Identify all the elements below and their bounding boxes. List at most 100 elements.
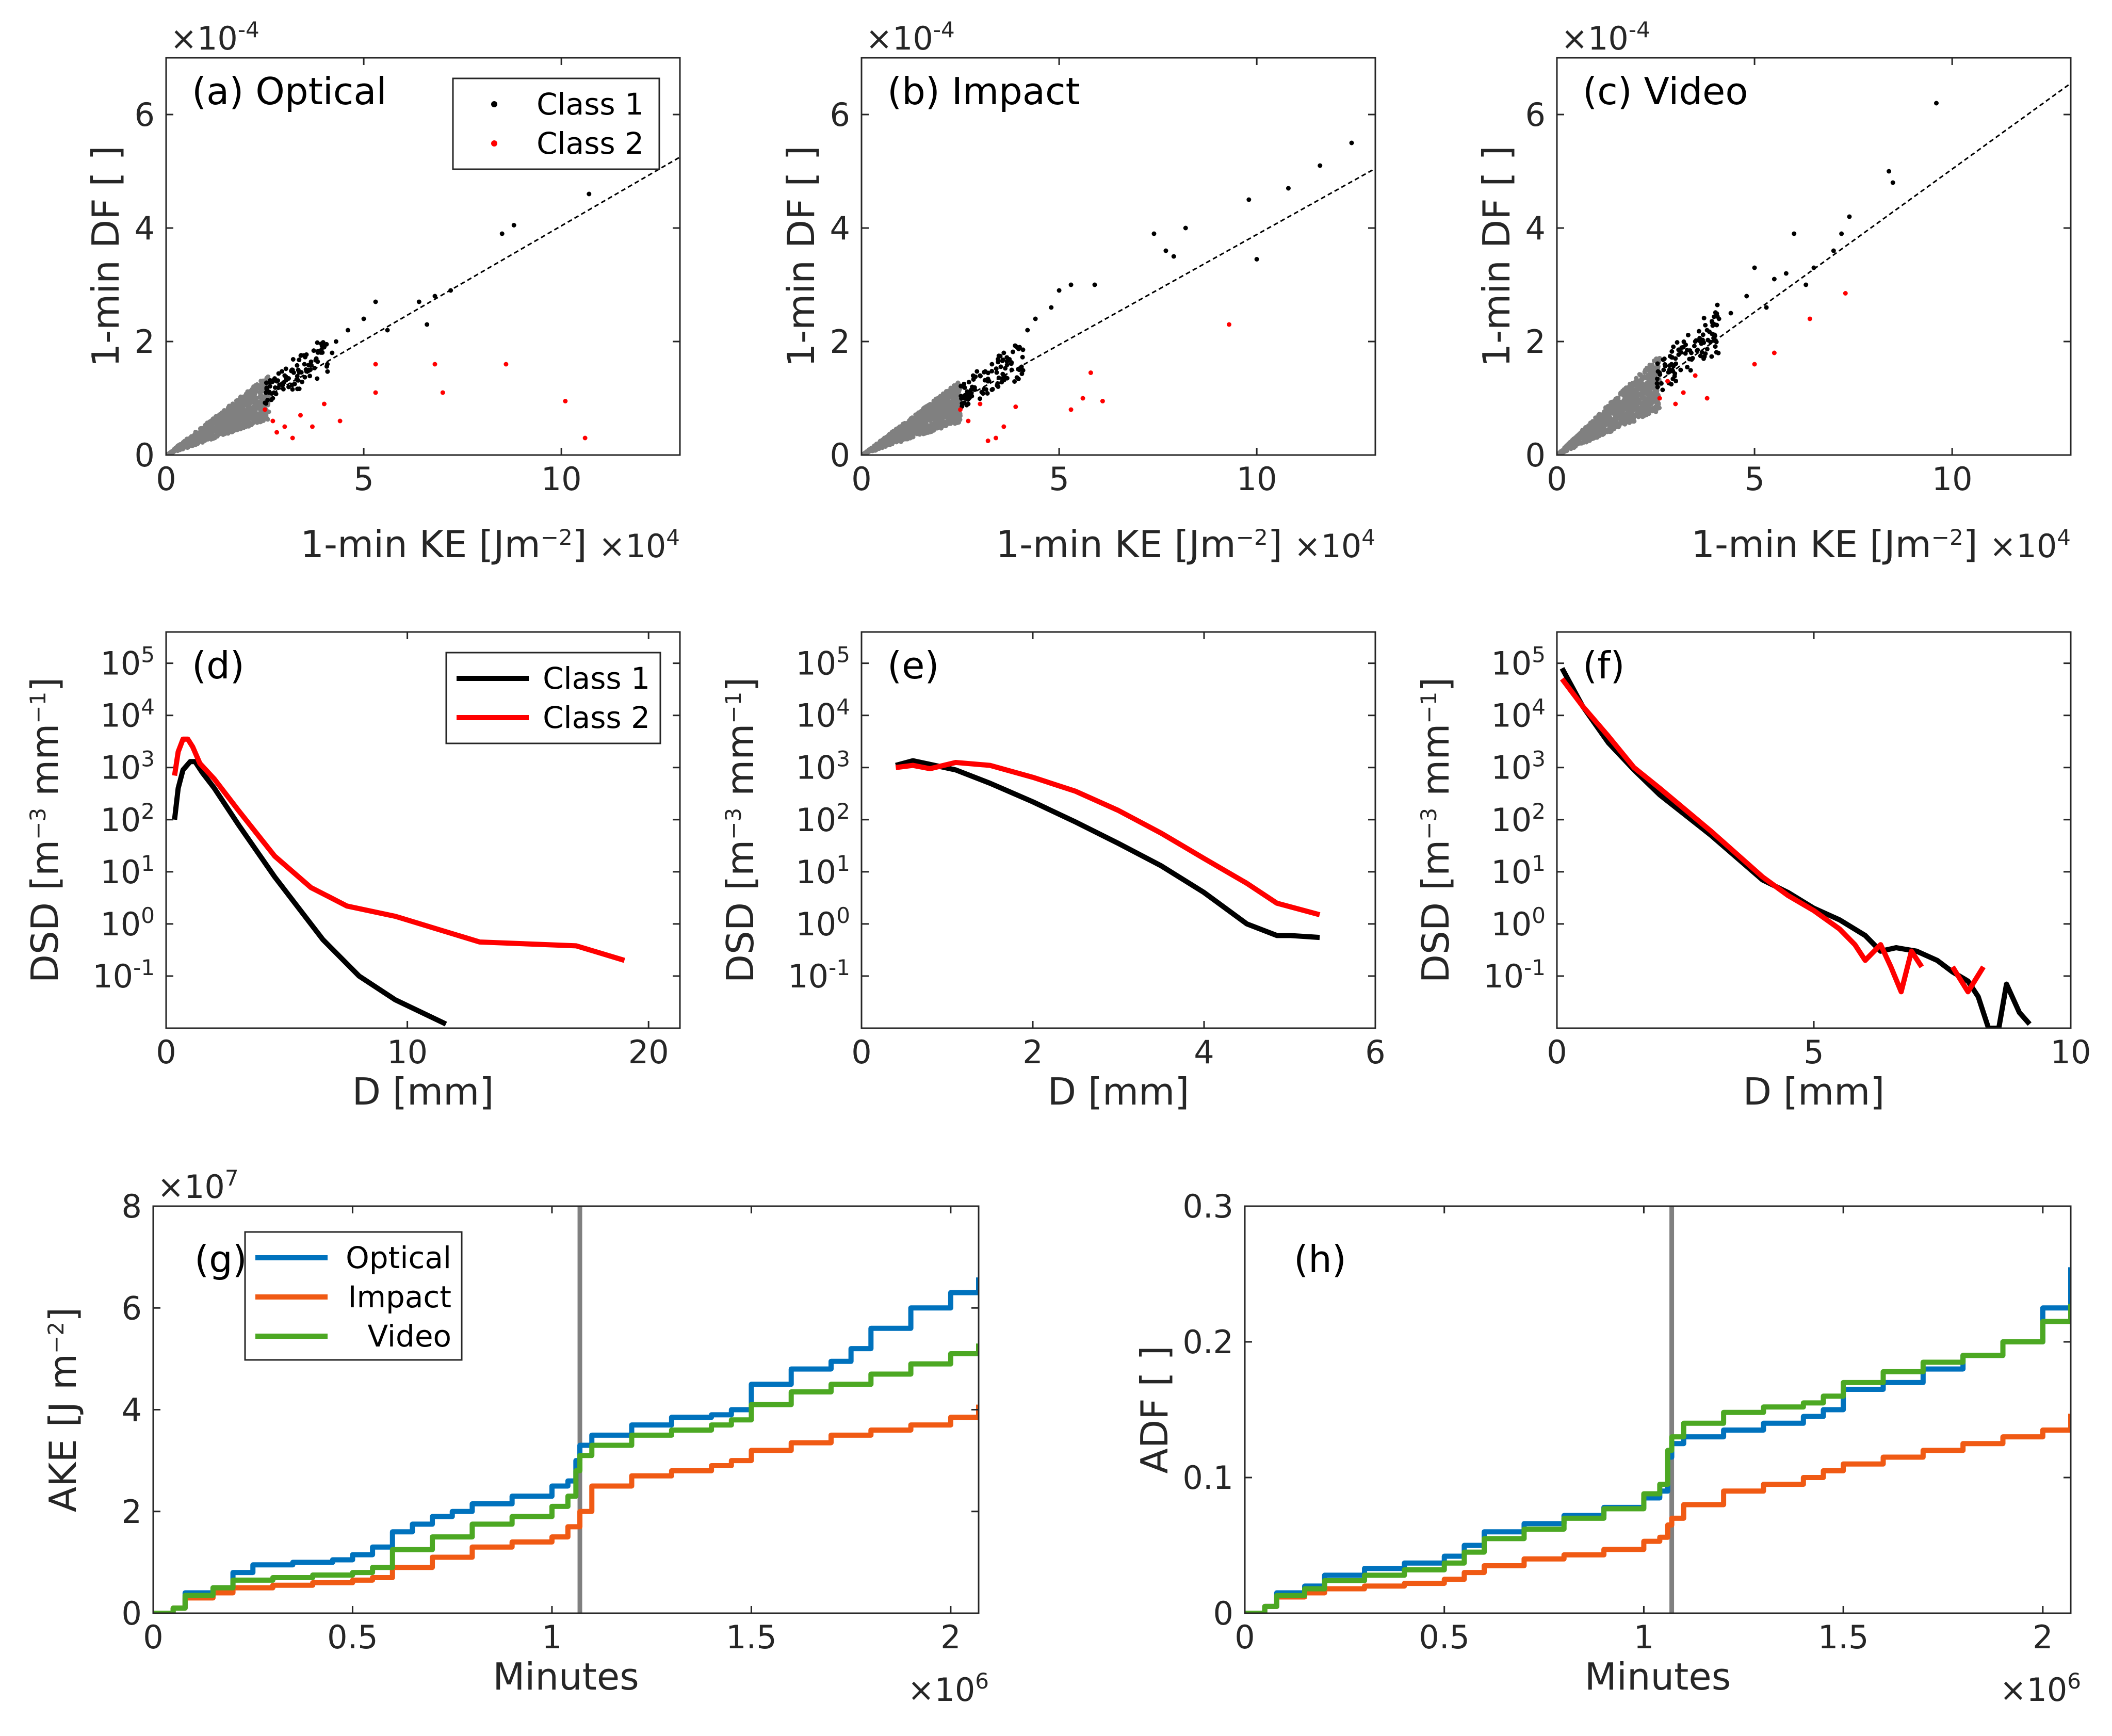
gray-point	[904, 432, 909, 437]
class2-point	[1681, 390, 1686, 395]
plot-area-b	[862, 140, 1375, 455]
class2-point	[1807, 316, 1812, 321]
y-tick-label: 4	[135, 209, 155, 247]
gray-point	[246, 391, 251, 396]
gray-point	[1635, 414, 1640, 419]
y-tick-label: 103	[795, 746, 850, 787]
class1-point	[1163, 248, 1168, 253]
class1-point	[321, 345, 327, 350]
gray-point	[246, 404, 251, 409]
class2-point	[1693, 373, 1698, 378]
gray-point	[918, 409, 923, 414]
class1-point	[448, 288, 453, 293]
x-tick-label: 1.5	[726, 1618, 777, 1656]
class2-point	[1100, 399, 1105, 403]
class1-point	[373, 299, 378, 304]
gray-point	[236, 422, 241, 427]
gray-point	[1603, 419, 1608, 424]
y-tick-label: 104	[795, 694, 850, 735]
class1-point	[1700, 337, 1705, 343]
series-class-2-e	[895, 759, 1321, 917]
class2-point	[440, 390, 445, 395]
class1-point	[1714, 311, 1719, 316]
y-tick-label: 0	[122, 1595, 142, 1632]
legend-label: Class 2	[543, 700, 650, 735]
gray-point	[896, 436, 901, 441]
series-class-2-d	[172, 736, 625, 963]
plot-area-f	[1559, 667, 2032, 1028]
class1-point	[1020, 368, 1026, 373]
y-axis-label-f: DSD [m−3 mm−1]	[1414, 677, 1457, 983]
gray-point	[1587, 425, 1592, 430]
legend-g: Optical Impact Video	[244, 1231, 463, 1361]
gray-point	[901, 423, 906, 428]
y-tick-label: 100	[795, 902, 850, 943]
class1-point	[297, 358, 302, 363]
series-class-2-f	[1950, 965, 1986, 995]
class1-point	[324, 364, 329, 369]
class1-point	[1013, 343, 1018, 348]
gray-point	[943, 402, 948, 408]
class2-point	[993, 435, 998, 441]
unclassified-points-b	[862, 380, 963, 455]
class1-point	[1002, 374, 1007, 379]
legend-marker	[491, 140, 497, 147]
gray-point	[1650, 399, 1655, 404]
class1-point	[1701, 356, 1706, 361]
gray-point	[1643, 396, 1648, 401]
plot-area-a	[166, 156, 680, 455]
gray-point	[230, 419, 235, 425]
x-tick-label: 10	[387, 1033, 428, 1071]
class1-point	[345, 328, 350, 333]
class2-point	[270, 418, 275, 424]
class1-point	[1681, 339, 1686, 344]
legend-label: Class 2	[537, 126, 644, 161]
class1-point	[978, 373, 983, 378]
class2-point	[1752, 362, 1757, 367]
class1-point	[1712, 333, 1717, 338]
gray-point	[954, 406, 960, 411]
class1-point	[1714, 350, 1719, 355]
gray-point	[886, 433, 891, 439]
class1-point	[333, 339, 338, 344]
gray-point	[217, 418, 222, 424]
gray-point	[939, 394, 944, 399]
class1-point	[962, 385, 967, 390]
x-multiplier-a: ×104	[598, 525, 680, 565]
gray-point	[241, 398, 247, 403]
legend-label: Class 1	[543, 661, 650, 696]
class1-point	[994, 366, 999, 371]
gray-point	[251, 392, 256, 397]
y-tick-label: 10-1	[1483, 954, 1546, 995]
gray-point	[890, 435, 896, 440]
class1-point	[1705, 337, 1711, 343]
x-tick-label: 5	[1049, 460, 1069, 498]
class1-point	[511, 223, 516, 228]
class1-point	[272, 385, 278, 390]
gray-point	[1610, 420, 1615, 425]
class1-point	[330, 350, 335, 355]
panel-title-b: (b) Impact	[887, 70, 1080, 113]
panel-c: 0 5 10 0 2 4 6 ×10-4 ×104 1-min KE [Jm−2] 1-min DF…	[1475, 17, 2072, 566]
gray-point	[940, 418, 946, 424]
gray-point	[1634, 404, 1639, 410]
gray-point	[240, 403, 245, 409]
y-tick-label: 6	[135, 96, 155, 134]
class1-point	[1887, 169, 1892, 174]
class1-point	[1666, 370, 1671, 375]
class2-point	[1088, 370, 1093, 375]
gray-point	[229, 429, 234, 434]
class1-point	[978, 396, 983, 401]
x-tick-label: 0	[851, 1033, 871, 1071]
gray-point	[930, 424, 935, 429]
x-multiplier-c: ×104	[1989, 525, 2071, 565]
class1-point	[294, 377, 299, 382]
class2-point	[310, 424, 315, 429]
x-tick-label: 2	[2033, 1618, 2053, 1656]
gray-point	[237, 418, 242, 424]
legend-marker	[491, 101, 497, 107]
gray-point	[898, 430, 903, 435]
class2-point	[432, 362, 437, 367]
class1-point	[311, 348, 316, 353]
gray-point	[936, 399, 941, 404]
